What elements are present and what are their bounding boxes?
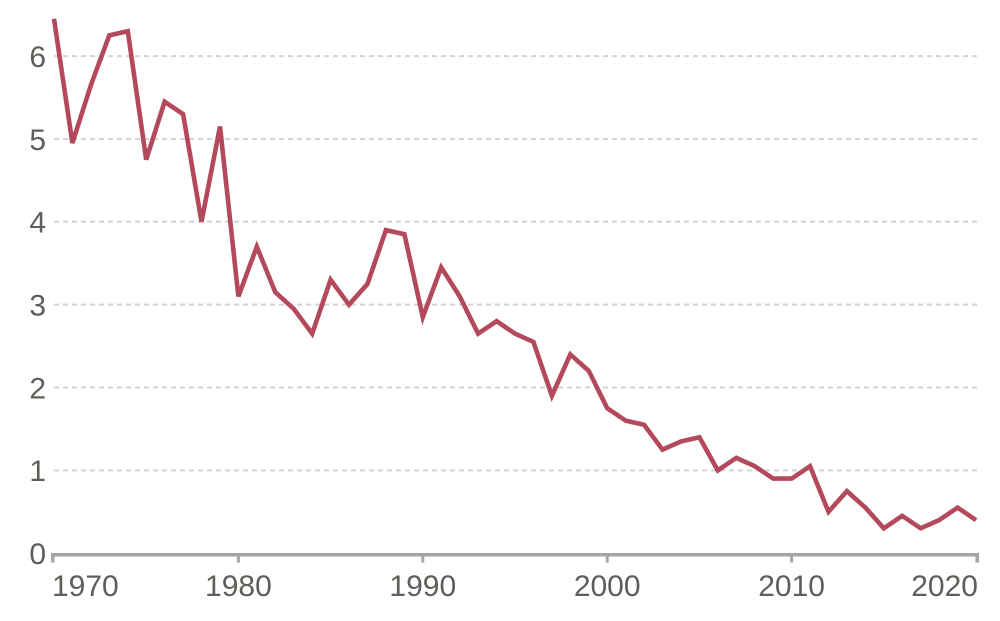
x-tick-label: 1980 [205,570,272,603]
data-line [51,18,978,532]
y-tick-label: 4 [29,207,46,240]
x-tick-label: 2020 [911,570,978,603]
y-tick-label: 0 [29,538,46,571]
x-tick-label: 2010 [758,570,825,603]
x-axis [51,552,979,563]
y-tick-label: 2 [29,372,46,405]
x-tick-label: 2000 [574,570,641,603]
x-tick-label: 1990 [389,570,456,603]
x-tick-label: 1970 [52,570,119,603]
y-tick-label: 6 [29,41,46,74]
y-tick-label: 5 [29,124,46,157]
y-tick-label: 3 [29,289,46,322]
y-tick-label: 1 [29,455,46,488]
